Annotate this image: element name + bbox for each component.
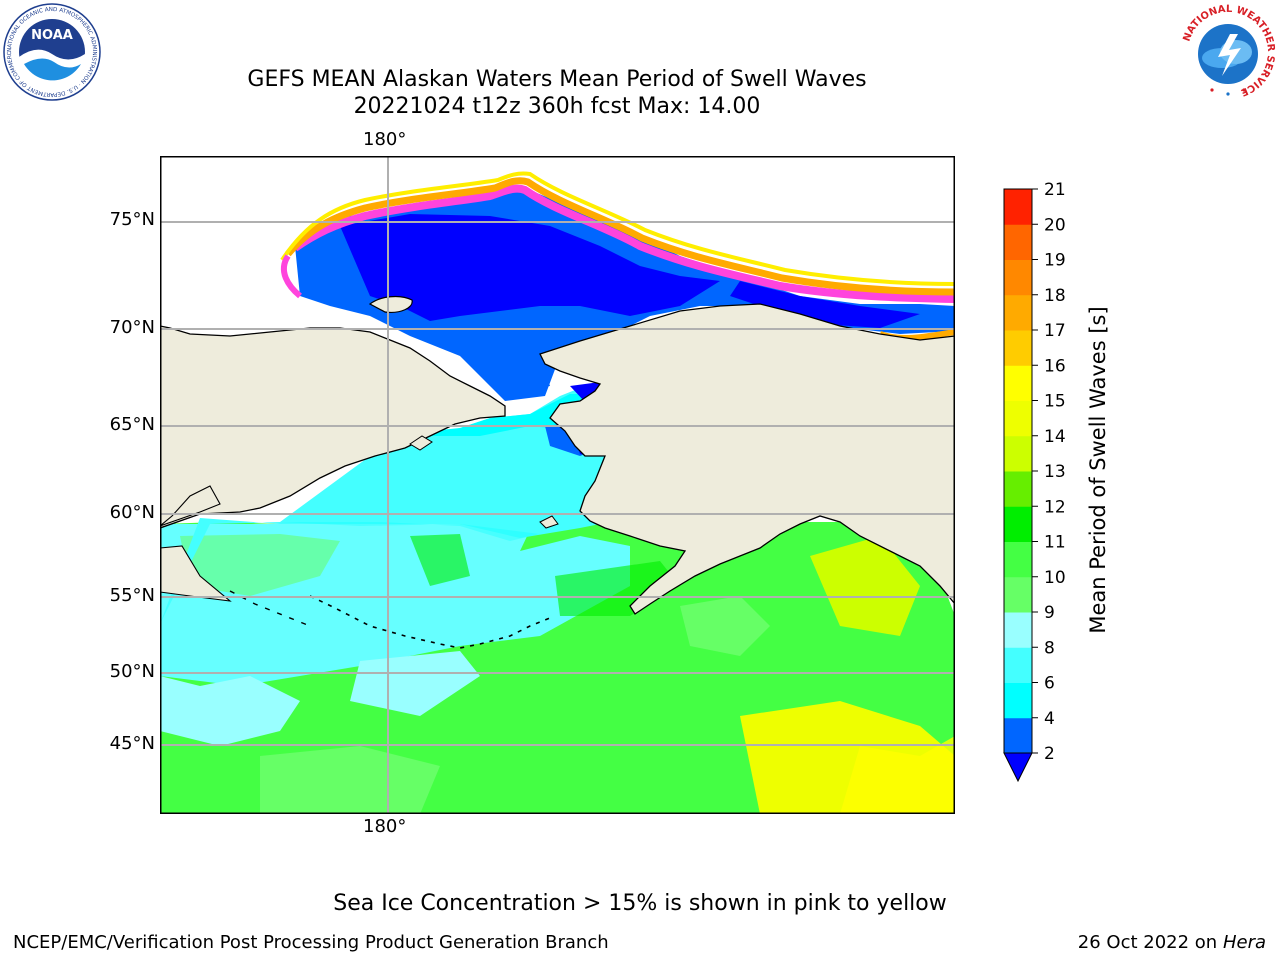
credit-date: 26 Oct 2022 on Hera (1078, 932, 1266, 953)
colorbar-tick-label: 19 (1044, 251, 1066, 271)
lat-label-60: 60°N (109, 502, 155, 523)
lon-label-top: 180° (363, 129, 407, 150)
colorbar-segment (1004, 541, 1032, 578)
colorbar-tick-label: 10 (1044, 568, 1066, 588)
colorbar-segment (1004, 365, 1032, 401)
colorbar-tick-label: 20 (1044, 215, 1066, 235)
colorbar-segment (1004, 435, 1032, 472)
title-line-1: GEFS MEAN Alaskan Waters Mean Period of … (247, 67, 867, 92)
sea-ice-note: Sea Ice Concentration > 15% is shown in … (333, 891, 947, 916)
colorbar-segment (1004, 647, 1032, 683)
lon-label-bottom: 180° (363, 816, 407, 837)
lat-label-55: 55°N (109, 585, 155, 606)
credit-branch: NCEP/EMC/Verification Post Processing Pr… (13, 932, 609, 953)
colorbar-tick-label: 9 (1044, 603, 1055, 623)
colorbar-segment (1004, 506, 1032, 542)
lat-label-75: 75°N (109, 209, 155, 230)
plot-title: GEFS MEAN Alaskan Waters Mean Period of … (0, 66, 1114, 120)
colorbar-extend-min (1003, 752, 1033, 783)
map-frame (160, 156, 955, 814)
colorbar-tick-label: 12 (1044, 497, 1066, 517)
colorbar-segment (1004, 400, 1032, 437)
noaa-logo-text: NOAA (31, 28, 73, 43)
colorbar-label: Mean Period of Swell Waves [s] (1086, 306, 1110, 634)
colorbar-tick-label: 21 (1044, 180, 1066, 200)
colorbar-segment (1004, 330, 1032, 366)
swell-period-field (160, 171, 955, 814)
colorbar-tick-label: 14 (1044, 427, 1066, 447)
credit-host: Hera (1222, 932, 1266, 953)
colorbar-segment (1004, 294, 1032, 331)
colorbar: 2 4 6 8 9 10 11 12 13 14 15 16 17 18 19 20 21 (1003, 180, 1066, 783)
map-panel (160, 156, 955, 814)
lat-label-45: 45°N (109, 733, 155, 754)
noaa-logo: NATIONAL OCEANIC AND ATMOSPHERIC ADMINIS… (2, 2, 101, 101)
colorbar-tick-label: 13 (1044, 462, 1066, 482)
colorbar-segment (1004, 682, 1032, 719)
colorbar-tick-label: 11 (1044, 533, 1066, 553)
colorbar-segment (1004, 717, 1032, 754)
lat-label-70: 70°N (109, 317, 155, 338)
colorbar-tick-label: 8 (1044, 638, 1055, 658)
colorbar-segment (1004, 576, 1032, 613)
colorbar-segment (1004, 612, 1032, 648)
colorbar-tick-label: 18 (1044, 286, 1066, 306)
graticule (160, 156, 955, 814)
colorbar-tick-label: 17 (1044, 321, 1066, 341)
colorbar-segment (1004, 471, 1032, 507)
colorbar-tick-label: 15 (1044, 392, 1066, 412)
lat-label-65: 65°N (109, 414, 155, 435)
lat-label-50: 50°N (109, 661, 155, 682)
colorbar-tick-label: 16 (1044, 356, 1066, 376)
colorbar-tick-label: 2 (1044, 744, 1055, 764)
title-line-2: 20221024 t12z 360h fcst Max: 14.00 (353, 94, 761, 119)
colorbar-segment (1004, 224, 1032, 260)
colorbar-tick-label: 4 (1044, 709, 1055, 729)
nws-logo: NATIONAL WEATHER SERVICE (1180, 4, 1276, 100)
colorbar-segment (1004, 189, 1032, 225)
credit-date-text: 26 Oct 2022 on (1077, 932, 1223, 953)
colorbar-tick-label: 6 (1044, 674, 1055, 694)
colorbar-segment (1004, 259, 1032, 296)
